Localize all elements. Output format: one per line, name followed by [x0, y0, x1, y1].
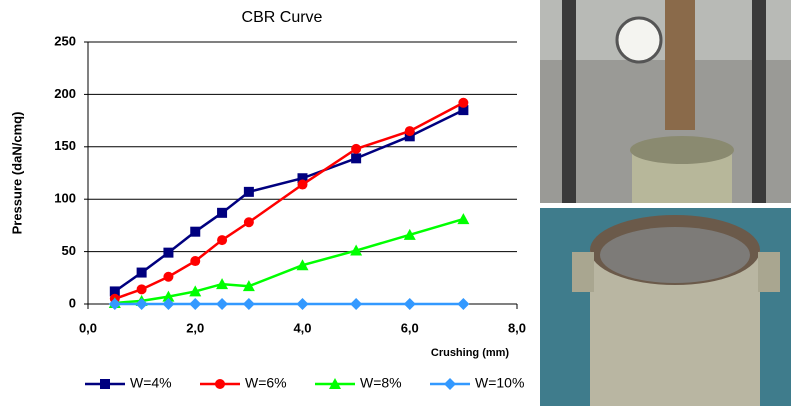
- marker: [351, 153, 361, 163]
- x-tick-label: 0,0: [79, 320, 97, 335]
- marker: [458, 98, 468, 108]
- legend-label: W=4%: [130, 375, 172, 391]
- marker: [190, 227, 200, 237]
- marker: [298, 180, 308, 190]
- y-tick-label: 50: [62, 243, 76, 258]
- marker: [137, 284, 147, 294]
- legend-label: W=10%: [475, 375, 524, 391]
- marker: [100, 379, 110, 389]
- marker: [217, 208, 227, 218]
- marker: [215, 379, 225, 389]
- legend-label: W=6%: [245, 375, 287, 391]
- y-tick-label: 200: [54, 86, 76, 101]
- marker: [190, 256, 200, 266]
- legend-label: W=8%: [360, 375, 402, 391]
- x-tick-label: 2,0: [186, 320, 204, 335]
- marker: [163, 272, 173, 282]
- marker: [351, 144, 361, 154]
- marker: [217, 235, 227, 245]
- marker: [405, 126, 415, 136]
- y-tick-label: 0: [69, 295, 76, 310]
- marker: [163, 248, 173, 258]
- marker: [137, 268, 147, 278]
- x-axis-label: Crushing (mm): [431, 347, 510, 359]
- y-tick-label: 150: [54, 138, 76, 153]
- x-tick-label: 6,0: [401, 320, 419, 335]
- y-tick-label: 100: [54, 191, 76, 206]
- y-axis-label: Pressure (daN/cmq): [9, 112, 24, 235]
- chart-title: CBR Curve: [242, 9, 323, 26]
- photo-top: [540, 0, 791, 203]
- marker: [244, 187, 254, 197]
- y-tick-label: 250: [54, 33, 76, 48]
- x-tick-label: 8,0: [508, 320, 526, 335]
- page: CBR Curve Pressure (daN/cmq) Crushing (m…: [0, 0, 791, 406]
- photo-bottom: [540, 208, 791, 406]
- x-tick-label: 4,0: [293, 320, 311, 335]
- marker: [244, 217, 254, 227]
